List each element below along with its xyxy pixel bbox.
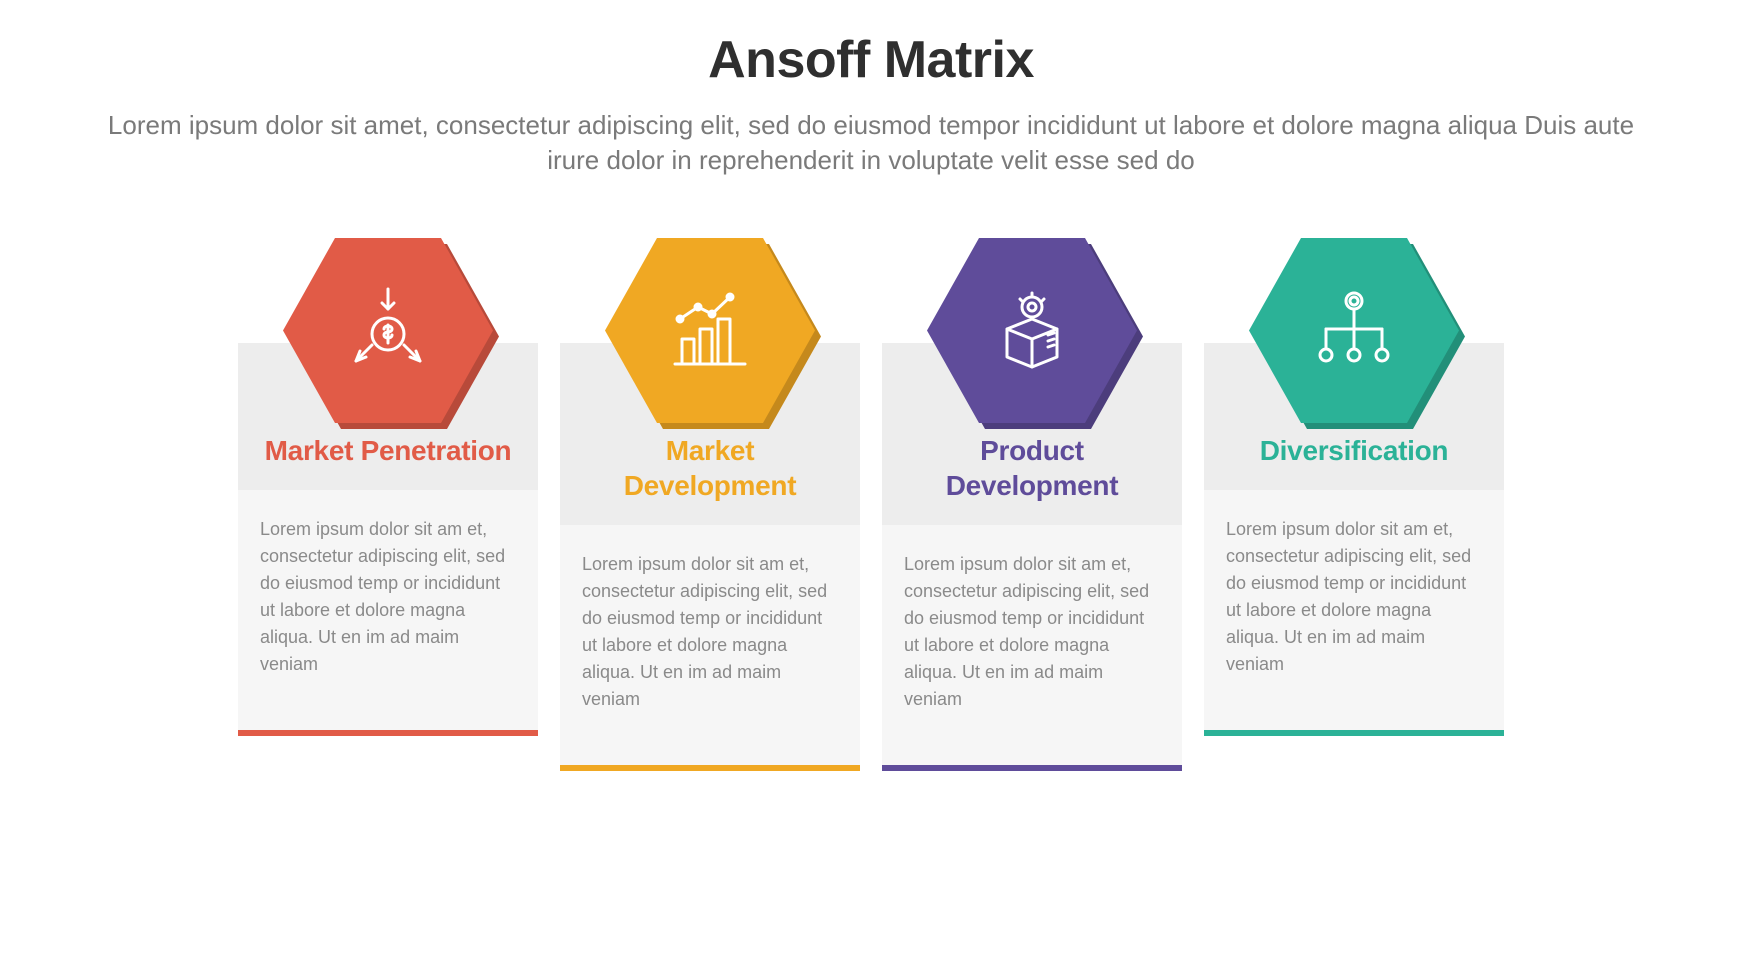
- hexagon-badge: [927, 238, 1137, 423]
- card-accent-bar: [882, 765, 1182, 771]
- card-body: Lorem ipsum dolor sit am et, consectetur…: [882, 525, 1182, 765]
- card-title: Diversification: [1224, 433, 1484, 468]
- card-accent-bar: [238, 730, 538, 736]
- cards-row: Market Penetration Lorem ipsum dolor sit…: [60, 238, 1682, 771]
- hexagon-badge: [283, 238, 493, 423]
- card-body-text: Lorem ipsum dolor sit am et, consectetur…: [260, 516, 516, 678]
- infographic-container: Ansoff Matrix Lorem ipsum dolor sit amet…: [0, 0, 1742, 771]
- page-subtitle: Lorem ipsum dolor sit amet, consectetur …: [91, 108, 1651, 178]
- card-accent-bar: [560, 765, 860, 771]
- page-title: Ansoff Matrix: [60, 30, 1682, 90]
- card-body: Lorem ipsum dolor sit am et, consectetur…: [1204, 490, 1504, 730]
- card-body-text: Lorem ipsum dolor sit am et, consectetur…: [904, 551, 1160, 713]
- card-title: Market Penetration: [258, 433, 518, 468]
- hexagon-badge: [1249, 238, 1459, 423]
- box-gear-icon: [982, 279, 1082, 379]
- growth-chart-icon: [660, 279, 760, 379]
- card-product-development: Product Development Lorem ipsum dolor si…: [882, 238, 1182, 771]
- card-body-text: Lorem ipsum dolor sit am et, consectetur…: [582, 551, 838, 713]
- card-title: Product Development: [902, 433, 1162, 503]
- card-market-development: Market Development Lorem ipsum dolor sit…: [560, 238, 860, 771]
- target-dollar-icon: [338, 279, 438, 379]
- card-title: Market Development: [580, 433, 840, 503]
- card-diversification: Diversification Lorem ipsum dolor sit am…: [1204, 238, 1504, 771]
- card-accent-bar: [1204, 730, 1504, 736]
- hierarchy-icon: [1304, 279, 1404, 379]
- card-body: Lorem ipsum dolor sit am et, consectetur…: [238, 490, 538, 730]
- card-body: Lorem ipsum dolor sit am et, consectetur…: [560, 525, 860, 765]
- card-market-penetration: Market Penetration Lorem ipsum dolor sit…: [238, 238, 538, 771]
- card-body-text: Lorem ipsum dolor sit am et, consectetur…: [1226, 516, 1482, 678]
- hexagon-badge: [605, 238, 815, 423]
